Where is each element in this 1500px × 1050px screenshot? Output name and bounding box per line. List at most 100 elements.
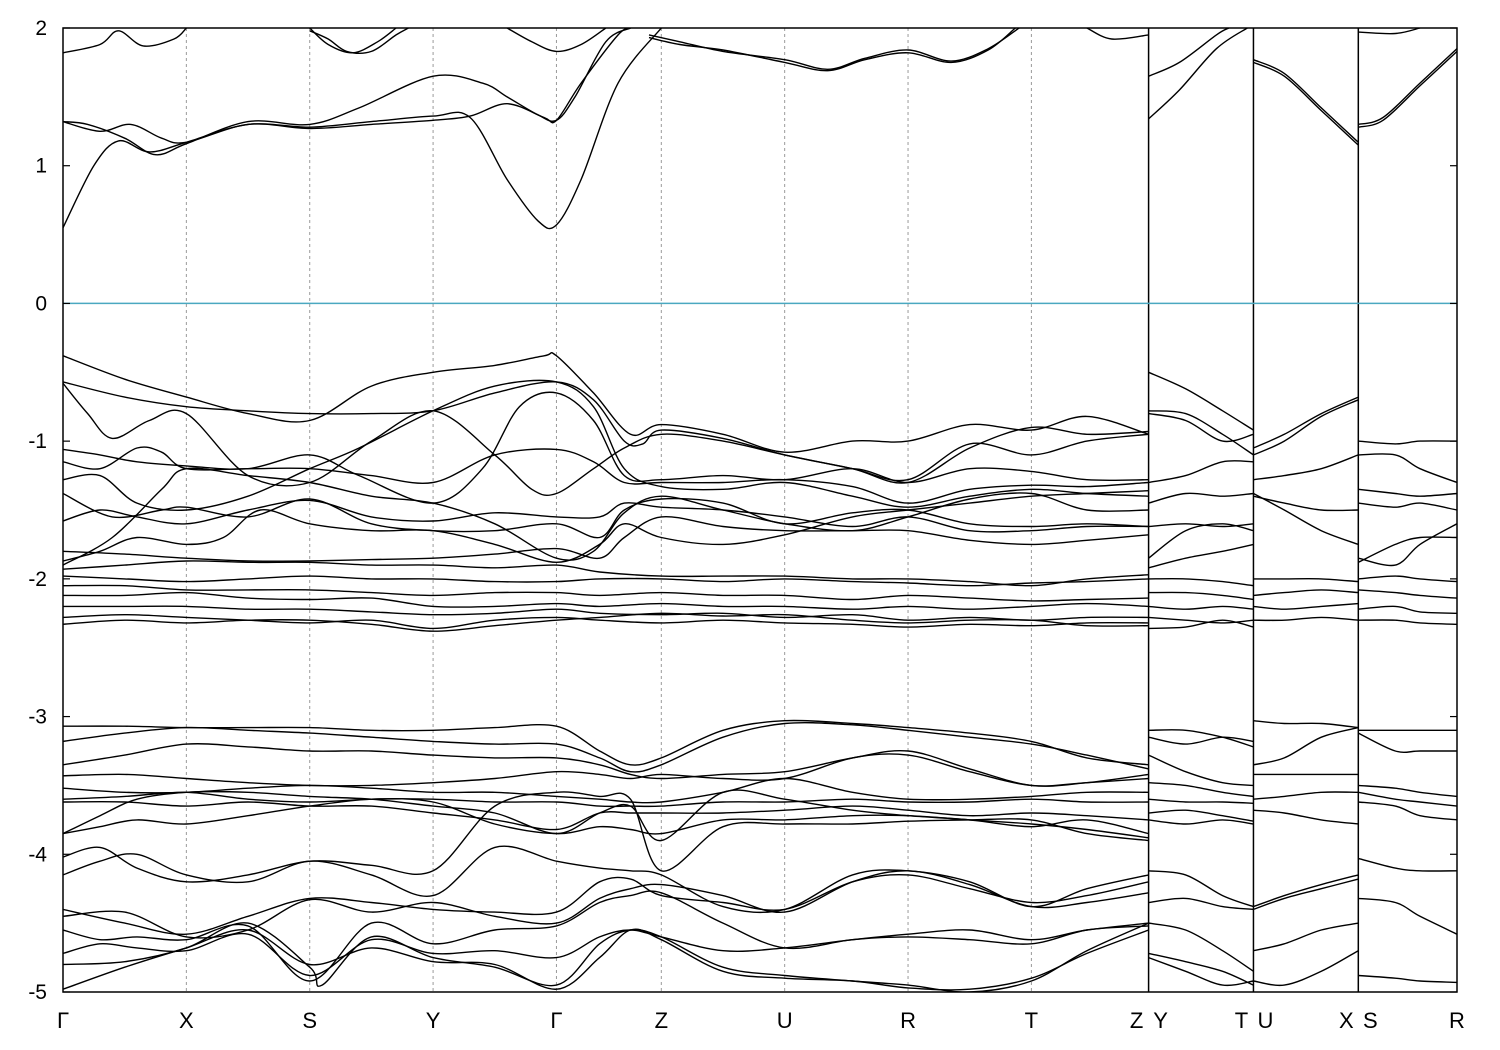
band-line xyxy=(1148,729,1254,748)
band-line xyxy=(1358,605,1457,614)
kpoint-label: S xyxy=(302,1008,317,1033)
band-line xyxy=(63,721,1149,773)
band-lines xyxy=(63,28,1457,992)
band-line xyxy=(1148,616,1254,624)
band-line xyxy=(63,28,631,144)
band-line xyxy=(1148,952,1254,986)
y-axis-ticks: -5 -4 -3 -2 -1 0 1 2 xyxy=(28,17,1457,1004)
band-line xyxy=(63,351,1149,453)
band-line xyxy=(1148,577,1254,587)
kpoint-label: R xyxy=(1449,1008,1465,1033)
kpoint-label: U xyxy=(777,1008,793,1033)
band-line xyxy=(63,560,1149,587)
band-line xyxy=(63,515,1149,562)
band-line xyxy=(63,446,1149,504)
band-line xyxy=(1358,453,1457,484)
band-line xyxy=(1358,897,1457,935)
kpoint-label: R xyxy=(900,1008,916,1033)
band-line xyxy=(63,890,1149,982)
band-line xyxy=(63,719,1149,766)
band-line xyxy=(63,743,1149,787)
band-line xyxy=(648,28,1016,72)
band-line xyxy=(63,28,187,54)
band-line xyxy=(1253,874,1359,908)
kpoint-label: Γ xyxy=(550,1008,562,1033)
y-tick-label: -2 xyxy=(28,568,47,591)
band-line xyxy=(1358,801,1457,821)
band-line xyxy=(1148,28,1230,77)
band-line xyxy=(63,870,1149,939)
band-line xyxy=(1148,371,1254,431)
band-line xyxy=(63,499,1149,533)
band-line xyxy=(63,28,662,230)
band-line xyxy=(1253,720,1359,729)
band-line xyxy=(63,490,1149,564)
band-line xyxy=(63,791,1149,808)
band-line xyxy=(1253,59,1359,143)
band-line xyxy=(1358,488,1457,497)
band-line xyxy=(63,379,1149,511)
band-line xyxy=(1253,726,1359,766)
band-line xyxy=(63,381,1149,484)
band-line xyxy=(506,28,607,53)
band-line xyxy=(1253,791,1359,800)
band-line xyxy=(1148,809,1254,822)
band-line xyxy=(63,382,1149,497)
band-line xyxy=(1358,28,1421,35)
band-line xyxy=(63,612,1149,632)
band-line xyxy=(1358,575,1457,583)
band-line xyxy=(1253,589,1359,597)
y-tick-label: 0 xyxy=(35,292,47,315)
y-tick-label: -4 xyxy=(28,843,47,866)
band-line xyxy=(1358,791,1457,807)
band-line xyxy=(1148,591,1254,601)
band-line xyxy=(1253,878,1359,911)
band-line xyxy=(1148,754,1254,787)
band-line xyxy=(1358,502,1457,511)
kpoint-label: X xyxy=(1339,1008,1354,1033)
band-line xyxy=(63,800,1149,831)
band-line xyxy=(1253,495,1359,512)
y-tick-label: -5 xyxy=(28,981,47,1004)
kpoint-label: T xyxy=(1235,1008,1248,1033)
band-line xyxy=(1358,589,1457,599)
band-line xyxy=(63,492,1149,539)
band-line xyxy=(1253,616,1359,622)
band-line xyxy=(63,845,1149,914)
band-line xyxy=(63,584,1149,602)
band-line xyxy=(63,777,1149,804)
band-line xyxy=(1148,922,1254,972)
band-line xyxy=(1148,410,1254,456)
band-line xyxy=(1358,48,1457,126)
y-tick-label: 2 xyxy=(35,17,47,40)
band-line xyxy=(1148,605,1254,610)
band-line xyxy=(63,873,1149,935)
band-line xyxy=(1253,577,1359,583)
band-line xyxy=(63,928,1149,991)
band-line xyxy=(1086,28,1149,40)
band-line xyxy=(1148,897,1254,911)
band-line xyxy=(1253,454,1359,481)
band-line xyxy=(1358,974,1457,984)
band-line xyxy=(1148,619,1254,630)
band-line xyxy=(1253,809,1359,825)
band-line xyxy=(63,605,1149,621)
band-line xyxy=(1358,50,1457,128)
band-line xyxy=(1148,798,1254,804)
band-line xyxy=(1148,819,1254,825)
band-line xyxy=(63,922,1149,992)
band-line xyxy=(1357,732,1457,754)
band-line xyxy=(1253,399,1359,456)
band-line xyxy=(1148,870,1254,908)
plot-frame xyxy=(62,27,1458,993)
kpoint-label: Y xyxy=(1153,1008,1168,1033)
band-line xyxy=(1253,396,1359,449)
band-line xyxy=(63,28,631,156)
kpoint-label: T xyxy=(1025,1008,1038,1033)
y-tick-label: -3 xyxy=(28,706,47,729)
kpoint-label: U xyxy=(1258,1008,1274,1033)
band-line xyxy=(1358,857,1457,872)
